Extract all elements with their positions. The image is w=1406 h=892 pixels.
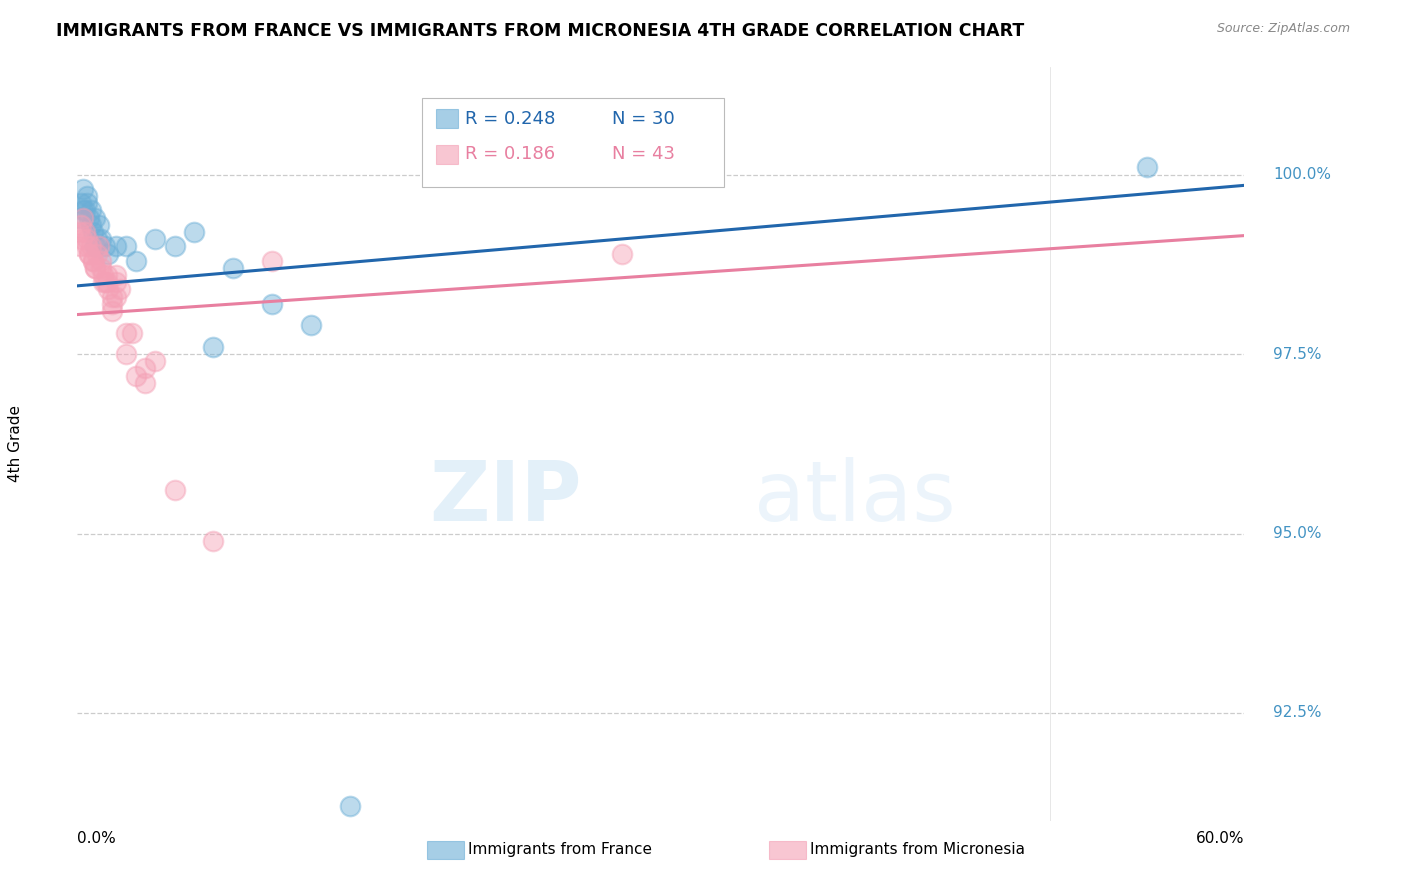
Point — [105, 290, 128, 304]
Point — [202, 533, 225, 548]
Text: ZIP: ZIP — [429, 457, 582, 538]
Point — [93, 239, 115, 253]
Point — [299, 318, 322, 333]
Text: 92.5%: 92.5% — [1274, 706, 1322, 721]
Point — [80, 218, 103, 232]
Point — [105, 239, 128, 253]
Point — [77, 211, 100, 225]
Point — [222, 260, 245, 275]
Point — [339, 799, 361, 814]
Text: R = 0.248: R = 0.248 — [465, 110, 555, 128]
Point — [260, 253, 283, 268]
Point — [124, 368, 148, 383]
Point — [76, 232, 98, 246]
Point — [67, 211, 90, 225]
Point — [101, 304, 124, 318]
Point — [90, 260, 112, 275]
Text: 95.0%: 95.0% — [1274, 526, 1322, 541]
Point — [70, 218, 93, 232]
Point — [80, 203, 103, 218]
Point — [86, 232, 108, 246]
Point — [108, 282, 131, 296]
Text: 97.5%: 97.5% — [1274, 346, 1322, 361]
Point — [163, 483, 186, 498]
Point — [134, 376, 156, 390]
Point — [143, 354, 166, 368]
Point — [82, 253, 104, 268]
Point — [134, 361, 156, 376]
Point — [72, 182, 94, 196]
Point — [69, 239, 91, 253]
Point — [70, 196, 93, 211]
Point — [93, 275, 115, 289]
Point — [76, 196, 98, 211]
Point — [115, 326, 138, 340]
Text: N = 30: N = 30 — [612, 110, 675, 128]
Point — [96, 268, 118, 282]
Text: 60.0%: 60.0% — [1197, 831, 1244, 847]
Point — [83, 211, 105, 225]
Point — [202, 340, 225, 354]
Point — [143, 232, 166, 246]
Point — [76, 239, 98, 253]
Point — [91, 268, 114, 282]
Point — [76, 189, 98, 203]
Point — [163, 239, 186, 253]
Point — [260, 297, 283, 311]
Point — [105, 268, 128, 282]
Point — [70, 232, 93, 246]
Point — [101, 290, 124, 304]
Point — [97, 246, 120, 260]
Text: Immigrants from France: Immigrants from France — [468, 842, 652, 856]
Point — [77, 246, 100, 260]
Point — [124, 253, 148, 268]
Point — [90, 232, 112, 246]
Point — [610, 246, 633, 260]
Text: 4th Grade: 4th Grade — [8, 405, 22, 483]
Point — [101, 297, 124, 311]
Point — [86, 246, 108, 260]
Point — [87, 239, 110, 253]
Point — [82, 253, 104, 268]
Text: R = 0.186: R = 0.186 — [465, 145, 555, 163]
Point — [1136, 161, 1159, 175]
Point — [87, 218, 110, 232]
Point — [83, 260, 105, 275]
Point — [67, 225, 90, 239]
Point — [82, 225, 104, 239]
Point — [96, 275, 118, 289]
Point — [105, 275, 128, 289]
Point — [72, 211, 94, 225]
Point — [115, 239, 138, 253]
Point — [91, 275, 114, 289]
Point — [83, 239, 105, 253]
Point — [77, 246, 100, 260]
Text: Source: ZipAtlas.com: Source: ZipAtlas.com — [1216, 22, 1350, 36]
Text: N = 43: N = 43 — [612, 145, 675, 163]
Point — [75, 225, 97, 239]
Text: Immigrants from Micronesia: Immigrants from Micronesia — [810, 842, 1025, 856]
Text: atlas: atlas — [755, 457, 956, 538]
Point — [80, 239, 103, 253]
Point — [72, 203, 94, 218]
Text: 100.0%: 100.0% — [1274, 167, 1331, 182]
Text: 0.0%: 0.0% — [77, 831, 117, 847]
Point — [83, 260, 105, 275]
Point — [115, 347, 138, 361]
Text: IMMIGRANTS FROM FRANCE VS IMMIGRANTS FROM MICRONESIA 4TH GRADE CORRELATION CHART: IMMIGRANTS FROM FRANCE VS IMMIGRANTS FRO… — [56, 22, 1025, 40]
Point — [183, 225, 205, 239]
Point — [90, 253, 112, 268]
Point — [121, 326, 143, 340]
Point — [75, 203, 97, 218]
Point — [97, 282, 120, 296]
